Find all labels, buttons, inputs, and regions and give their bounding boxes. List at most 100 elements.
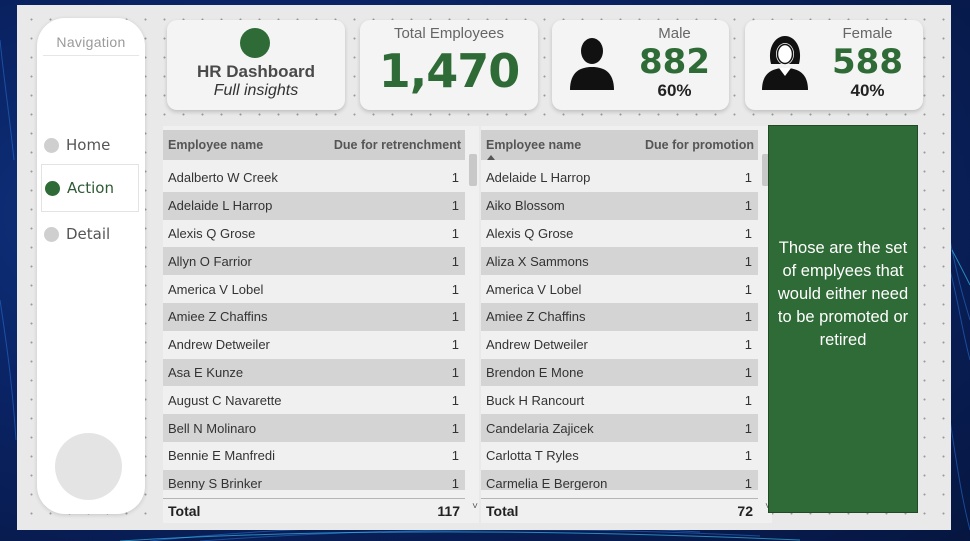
sort-ascending-icon[interactable] (487, 155, 495, 160)
employee-name-cell: Andrew Detweiler (168, 337, 270, 353)
column-header-employee-name[interactable]: Employee name (486, 138, 582, 152)
total-value: 72 (737, 502, 753, 519)
column-header-employee-name[interactable]: Employee name (168, 138, 264, 152)
dashboard-subtitle: Full insights (213, 82, 299, 99)
count-cell: 1 (451, 170, 459, 186)
nav-item-detail[interactable]: Detail (41, 219, 139, 249)
count-cell: 1 (744, 253, 752, 269)
table-row[interactable]: Bennie E Manfredi 1 (163, 441, 465, 470)
female-person-icon (762, 36, 808, 90)
table-row[interactable]: Benny S Brinker 1 (163, 469, 465, 490)
count-cell: 1 (451, 392, 459, 408)
column-header-due-for-retrenchment[interactable]: Due for retrenchment (333, 138, 461, 152)
scroll-thumb[interactable] (469, 154, 477, 186)
navigation-title: Navigation (56, 34, 126, 50)
employee-name-cell: Bell N Molinaro (168, 420, 257, 436)
table-total-row: Total 117 (163, 498, 465, 522)
table-row[interactable]: Alexis Q Grose 1 (481, 219, 758, 248)
table-row[interactable]: America V Lobel 1 (481, 275, 758, 303)
employee-name-cell: Amiee Z Chaffins (486, 309, 586, 325)
count-cell: 1 (451, 337, 459, 353)
employee-name-cell: Adelaide L Harrop (486, 170, 591, 186)
count-cell: 1 (744, 170, 752, 186)
female-percent: 40% (850, 81, 885, 100)
table-body: Adalberto W Creek 1 Adelaide L Harrop 1 Alex… (163, 164, 465, 490)
table-row[interactable]: Alexis Q Grose 1 (163, 219, 465, 248)
female-card: Female 588 40% (745, 20, 923, 110)
employee-name-cell: Amiee Z Chaffins (168, 309, 268, 325)
employee-name-cell: Aliza X Sammons (486, 253, 589, 269)
table-row[interactable]: Candelaria Zajicek 1 (481, 414, 758, 442)
employee-name-cell: Carmelia E Bergeron (486, 476, 608, 490)
count-cell: 1 (744, 420, 752, 436)
table-row[interactable]: Brendon E Mone 1 (481, 358, 758, 387)
table-row[interactable]: Aiko Blossom 1 (481, 191, 758, 220)
nav-dot-icon (44, 137, 59, 153)
table-row[interactable]: Carmelia E Bergeron 1 (481, 469, 758, 490)
total-label: Total (486, 502, 519, 519)
table-total-row: Total 72 (481, 498, 758, 522)
nav-item-label: Detail (66, 225, 111, 243)
count-cell: 1 (451, 364, 459, 380)
employee-name-cell: Carlotta T Ryles (486, 448, 579, 464)
report-canvas: Navigation Home Action Detail HR Dashboa… (17, 5, 951, 530)
table-row[interactable]: Bell N Molinaro 1 (163, 414, 465, 442)
dashboard-title: HR Dashboard (196, 62, 316, 81)
column-header-due-for-promotion[interactable]: Due for promotion (644, 138, 754, 152)
nav-dot-icon (45, 180, 60, 196)
table-header: Employee name Due for promotion (481, 130, 758, 160)
count-cell: 1 (451, 225, 459, 241)
table-row[interactable]: Asa E Kunze 1 (163, 358, 465, 387)
nav-item-home[interactable]: Home (41, 130, 139, 160)
count-cell: 1 (744, 448, 752, 464)
male-card: Male 882 60% (552, 20, 729, 110)
nav-decorative-circle (55, 433, 122, 500)
table-row[interactable]: Allyn O Farrior 1 (163, 247, 465, 276)
table-row[interactable]: Adelaide L Harrop 1 (481, 164, 758, 192)
total-employees-value: 1,470 (378, 44, 521, 98)
info-note-box: Those are the set of emplyees that would… (768, 125, 918, 513)
table-row[interactable]: America V Lobel 1 (163, 275, 465, 303)
table-row[interactable]: Carlotta T Ryles 1 (481, 441, 758, 470)
scrollbar[interactable] (762, 154, 770, 494)
total-employees-label: Total Employees (393, 25, 505, 42)
count-cell: 1 (744, 281, 752, 297)
nav-item-label: Home (66, 136, 111, 154)
table-body: Adelaide L Harrop 1 Aiko Blossom 1 Alexis Q … (481, 164, 758, 490)
nav-item-label: Action (67, 179, 114, 197)
table-row[interactable]: Andrew Detweiler 1 (481, 330, 758, 359)
male-count: 882 (639, 42, 710, 82)
employee-name-cell: Bennie E Manfredi (168, 448, 275, 464)
count-cell: 1 (451, 476, 459, 490)
count-cell: 1 (744, 225, 752, 241)
table-row[interactable]: Aliza X Sammons 1 (481, 247, 758, 276)
female-label: Female (842, 25, 893, 42)
nav-dot-icon (44, 226, 59, 242)
scroll-down-icon[interactable]: ˅ (472, 501, 478, 512)
female-count: 588 (832, 42, 903, 82)
count-cell: 1 (451, 448, 459, 464)
scroll-thumb[interactable] (762, 154, 770, 186)
table-row[interactable]: Amiee Z Chaffins 1 (163, 302, 465, 331)
employee-name-cell: Benny S Brinker (168, 476, 262, 490)
table-row[interactable]: Andrew Detweiler 1 (163, 330, 465, 359)
table-row[interactable]: August C Navarette 1 (163, 386, 465, 415)
table-row[interactable]: Adalberto W Creek 1 (163, 164, 465, 192)
count-cell: 1 (451, 281, 459, 297)
table-header: Employee name Due for retrenchment (163, 130, 465, 160)
employee-name-cell: Buck H Rancourt (486, 392, 585, 408)
scrollbar[interactable] (469, 154, 477, 494)
info-note-text: Those are the set of emplyees that would… (777, 238, 909, 349)
promotion-table[interactable]: Employee name Due for promotion Adelaide… (481, 126, 772, 523)
male-percent: 60% (657, 81, 692, 100)
table-row[interactable]: Adelaide L Harrop 1 (163, 191, 465, 220)
table-row[interactable]: Buck H Rancourt 1 (481, 386, 758, 415)
employee-name-cell: Adalberto W Creek (168, 170, 278, 186)
employee-name-cell: Brendon E Mone (486, 364, 584, 380)
retrenchment-table[interactable]: Employee name Due for retrenchment Adalb… (163, 126, 479, 523)
table-row[interactable]: Amiee Z Chaffins 1 (481, 302, 758, 331)
nav-item-action[interactable]: Action (41, 164, 139, 212)
employee-name-cell: August C Navarette (168, 392, 282, 408)
employee-name-cell: Adelaide L Harrop (168, 198, 273, 214)
count-cell: 1 (744, 476, 752, 490)
